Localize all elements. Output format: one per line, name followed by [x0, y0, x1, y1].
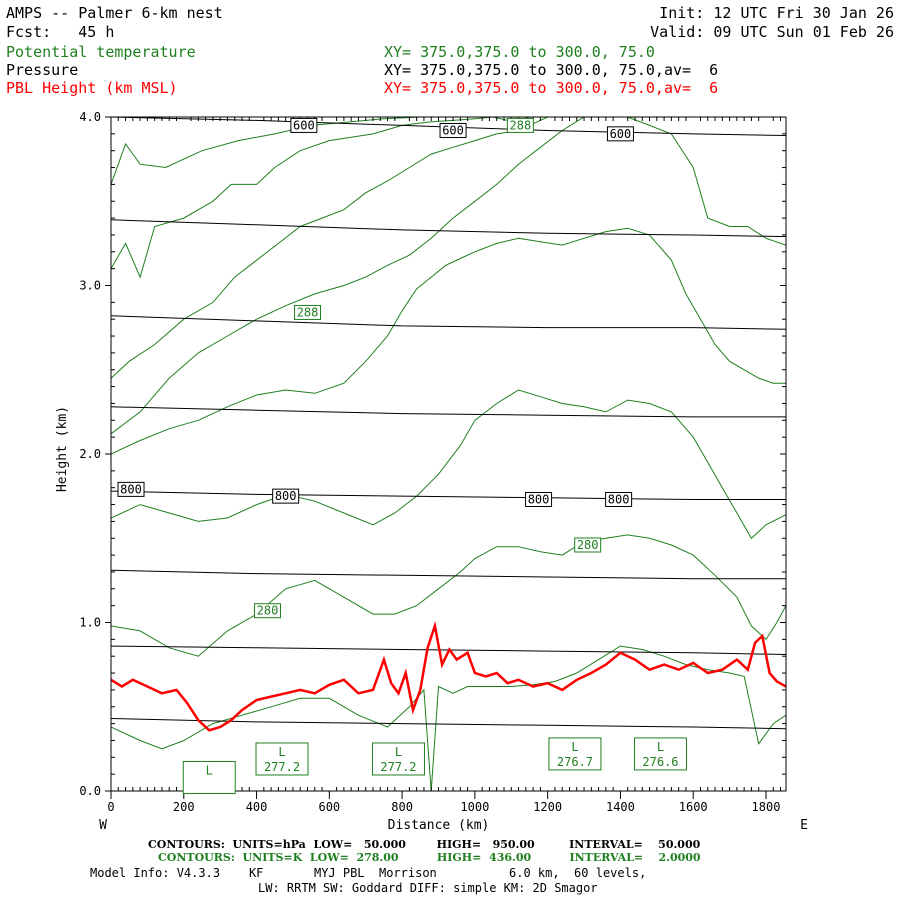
- footer-pressure-contours: CONTOURS: UNITS=hPa LOW= 50.000 HIGH= 95…: [148, 838, 701, 851]
- plot-frame: [110, 116, 787, 792]
- theta-label-box: [293, 304, 321, 320]
- low-marker-box: [371, 742, 425, 776]
- pressure-label-box: [272, 488, 300, 504]
- pressure-label: 600: [610, 127, 632, 141]
- footer-physics: LW: RRTM SW: Goddard DIFF: simple KM: 2D…: [258, 881, 598, 895]
- theta-contour-1: [111, 117, 530, 279]
- pressure-label-box: [290, 117, 318, 133]
- x-tick-label: 1600: [679, 800, 708, 814]
- x-tick-label: 0: [107, 800, 114, 814]
- theta-contour-3: [111, 117, 786, 435]
- pressure-label-box: [117, 481, 145, 497]
- plot-data-layer: [111, 117, 786, 791]
- pressure-label-box: [606, 126, 634, 142]
- pressure-label: 800: [275, 489, 297, 503]
- low-marker-box: [633, 737, 687, 771]
- pressure-label: 600: [293, 118, 315, 132]
- x-tick-label: 200: [173, 800, 195, 814]
- forecast-hour: Fcst: 45 h: [6, 23, 115, 41]
- x-tick-label: 1400: [606, 800, 635, 814]
- low-marker-value: 277.2: [380, 760, 416, 774]
- y-tick-label: 3.0: [79, 279, 101, 293]
- field3-xy: XY= 375.0,375.0 to 300.0, 75.0,av= 6: [384, 79, 719, 97]
- low-marker-letter: L: [571, 740, 578, 754]
- pressure-contour-800: [111, 490, 786, 500]
- theta-label-box: [574, 537, 602, 553]
- pressure-label: 800: [120, 482, 142, 496]
- low-marker-value: 277.2: [264, 760, 300, 774]
- pressure-label: 800: [528, 492, 550, 506]
- theta-label: 280: [257, 604, 279, 618]
- pressure-contour-900: [111, 645, 786, 655]
- field1-xy: XY= 375.0,375.0 to 300.0, 75.0: [384, 43, 655, 61]
- y-tick-label: 1.0: [79, 616, 101, 630]
- field2-xy: XY= 375.0,375.0 to 300.0, 75.0,av= 6: [384, 61, 719, 79]
- pressure-contour-650: [111, 219, 786, 238]
- theta-label: 288: [297, 305, 319, 319]
- low-marker-box: [548, 737, 602, 771]
- pressure-label-box: [439, 122, 467, 138]
- x-tick-label: 600: [318, 800, 340, 814]
- low-marker-letter: L: [657, 740, 664, 754]
- pressure-contour-600: [111, 117, 786, 136]
- theta-contour-6: [111, 534, 786, 657]
- low-marker-letter: L: [206, 764, 213, 778]
- pressure-label-box: [605, 491, 633, 507]
- footer-model-info: Model Info: V4.3.3 KF MYJ PBL Morrison 6…: [90, 866, 647, 880]
- y-tick-label: 4.0: [79, 110, 101, 124]
- x-tick-label: 1000: [460, 800, 489, 814]
- y-tick-label: 2.0: [79, 447, 101, 461]
- x-tick-label: 1200: [533, 800, 562, 814]
- low-marker-letter: L: [278, 745, 285, 759]
- pressure-contour-750: [111, 406, 786, 418]
- figure-title: AMPS -- Palmer 6-km nest: [6, 4, 223, 22]
- pbl-height-line: [111, 620, 786, 732]
- low-marker-box: [182, 761, 236, 795]
- low-marker-value: 276.6: [642, 755, 678, 769]
- footer-theta-contours: CONTOURS: UNITS=K LOW= 278.00 HIGH= 436.…: [158, 851, 701, 864]
- valid-time: Valid: 09 UTC Sun 01 Feb 26: [650, 23, 894, 41]
- pressure-label: 600: [442, 123, 464, 137]
- theta-label: 288: [510, 118, 532, 132]
- field2-name: Pressure: [6, 61, 79, 79]
- pressure-label-box: [525, 491, 553, 507]
- low-marker-value: 276.7: [557, 755, 593, 769]
- theta-label-box: [506, 117, 534, 133]
- theta-contour-5: [111, 389, 786, 540]
- pressure-label: 800: [608, 492, 630, 506]
- theta-contour-2: [111, 117, 548, 379]
- west-label: W: [99, 818, 107, 833]
- theta-contour-0: [111, 117, 534, 185]
- init-time: Init: 12 UTC Fri 30 Jan 26: [659, 4, 894, 22]
- low-marker-box: [255, 742, 309, 776]
- theta-contour-4: [111, 227, 786, 455]
- pressure-contour-850: [111, 569, 786, 580]
- east-label: E: [800, 818, 808, 833]
- low-marker-letter: L: [395, 745, 402, 759]
- y-tick-label: 0.0: [79, 784, 101, 798]
- pressure-contour-950: [111, 718, 786, 730]
- x-tick-label: 800: [391, 800, 413, 814]
- y-axis-label: Height (km): [55, 406, 70, 492]
- field3-name: PBL Height (km MSL): [6, 79, 178, 97]
- x-tick-label: 400: [246, 800, 268, 814]
- x-axis-label: Distance (km): [388, 818, 490, 833]
- x-tick-label: 1800: [752, 800, 781, 814]
- field1-name: Potential temperature: [6, 43, 196, 61]
- theta-label-box: [253, 603, 281, 619]
- pressure-contour-700: [111, 315, 786, 330]
- theta-label: 280: [577, 538, 599, 552]
